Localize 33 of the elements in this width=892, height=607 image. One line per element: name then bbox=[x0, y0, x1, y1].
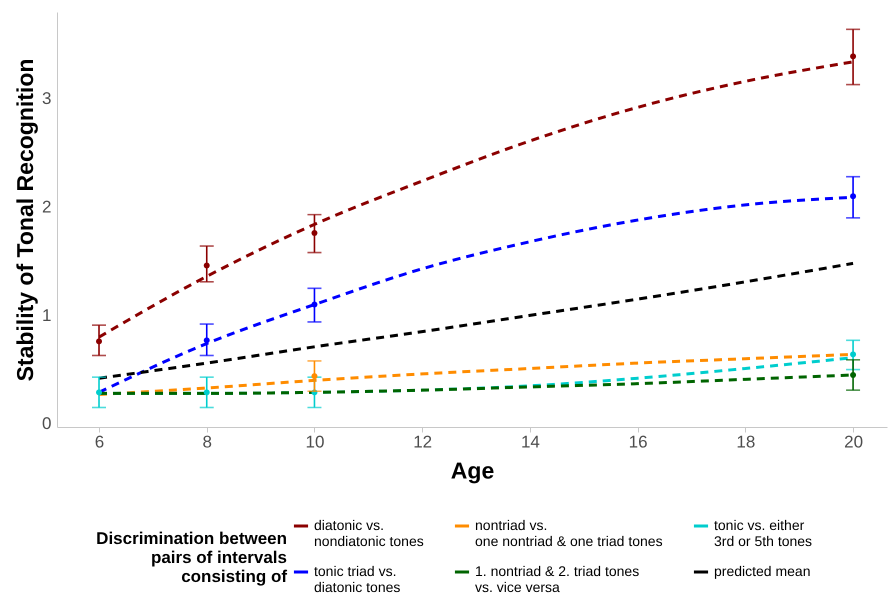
x-tick-label: 12 bbox=[413, 432, 432, 452]
legend-label: tonic vs. either 3rd or 5th tones bbox=[714, 517, 812, 549]
legend-label: diatonic vs. nondiatonic tones bbox=[314, 517, 424, 549]
x-axis-title: Age bbox=[450, 458, 494, 484]
legend-label: 1. nontriad & 2. triad tones vs. vice versa bbox=[475, 563, 640, 595]
x-tick-label: 14 bbox=[520, 432, 540, 452]
x-tick-label: 8 bbox=[202, 432, 212, 452]
point bbox=[96, 338, 102, 344]
legend-label: tonic triad vs. diatonic tones bbox=[314, 563, 400, 595]
y-tick-label: 3 bbox=[42, 89, 52, 108]
y-tick-label: 0 bbox=[42, 414, 52, 434]
point bbox=[850, 372, 856, 378]
legend-label: predicted mean bbox=[714, 563, 811, 579]
y-tick-label: 1 bbox=[42, 306, 52, 325]
legend-label: nontriad vs. one nontriad & one triad tones bbox=[475, 517, 663, 549]
x-tick-label: 20 bbox=[844, 432, 864, 452]
y-axis-title: Stability of Tonal Recognition bbox=[12, 58, 38, 382]
point bbox=[850, 351, 856, 358]
point bbox=[311, 230, 318, 236]
x-tick-label: 10 bbox=[305, 432, 324, 452]
x-tick-label: 16 bbox=[628, 432, 648, 452]
point bbox=[850, 53, 856, 60]
point bbox=[96, 389, 102, 396]
point bbox=[311, 373, 318, 380]
x-tick-label: 6 bbox=[94, 432, 104, 452]
y-tick-label: 2 bbox=[42, 198, 52, 217]
point bbox=[204, 337, 210, 344]
point bbox=[850, 193, 856, 200]
point bbox=[204, 262, 210, 269]
point bbox=[204, 389, 210, 396]
legend-title: Discrimination between pairs of intervals consisting of bbox=[96, 529, 288, 586]
point bbox=[311, 302, 318, 308]
x-tick-label: 18 bbox=[736, 432, 756, 452]
